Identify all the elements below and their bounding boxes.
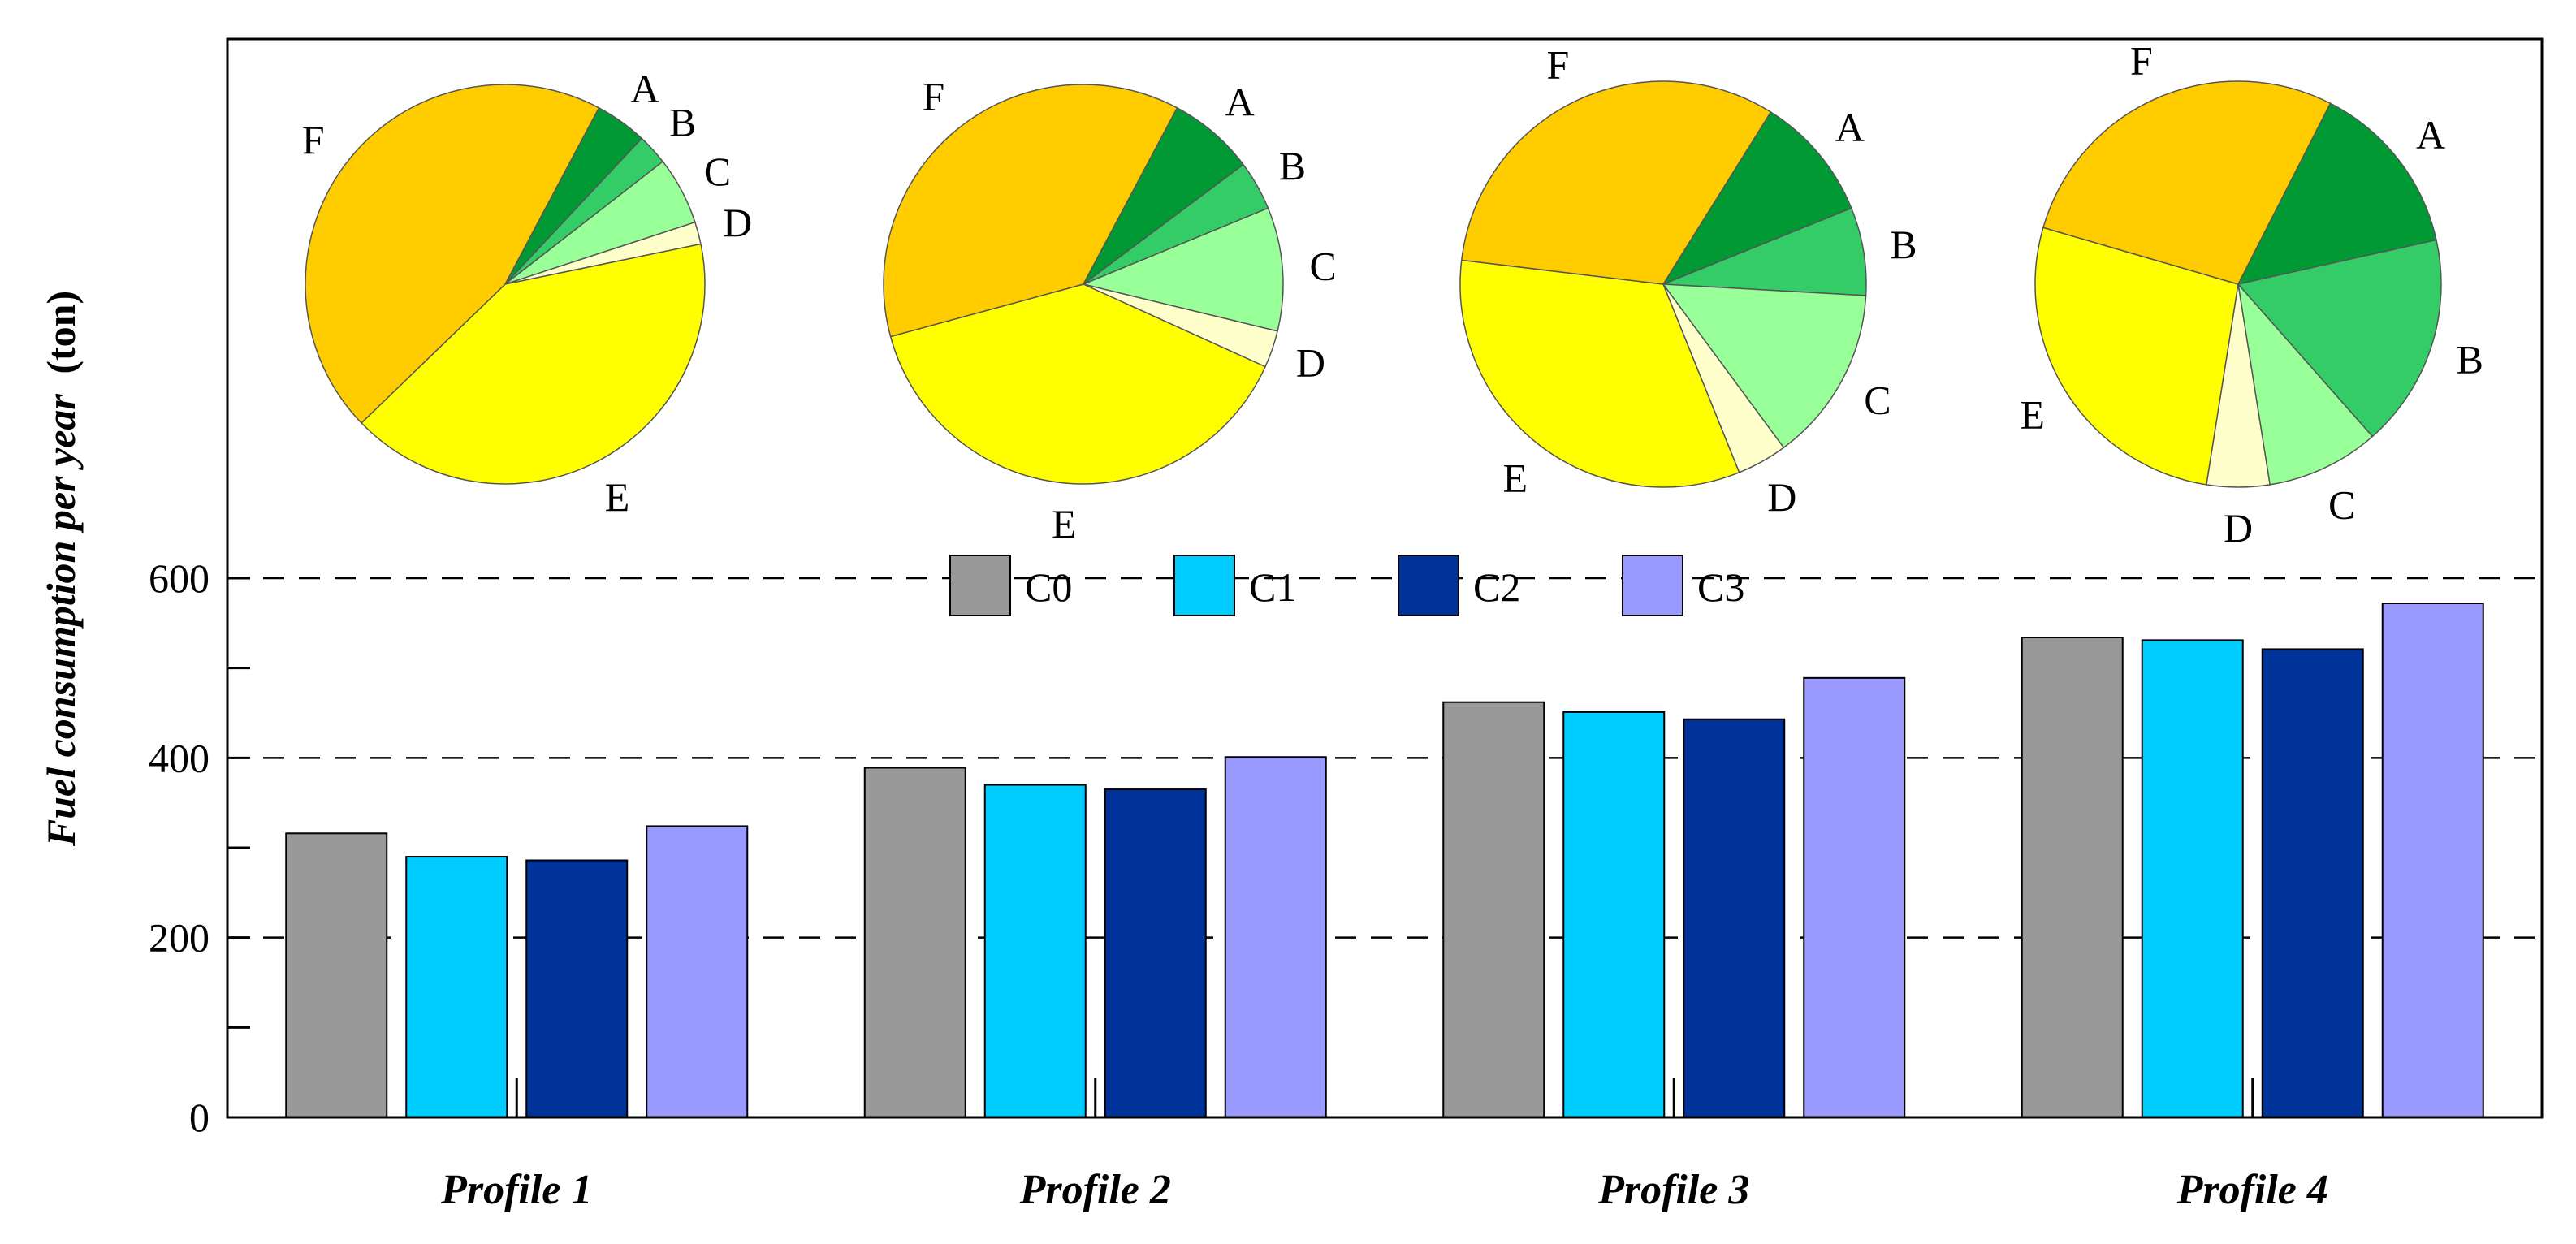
pie-2-slice-a <box>1083 106 1245 285</box>
pie-3-slice-b <box>1662 207 1867 296</box>
bar-c2-profile-4 <box>2261 648 2364 1118</box>
pie-2-label-a: A <box>1225 79 1255 124</box>
legend-label-c2: C2 <box>1473 564 1520 610</box>
pie-2-label-f: F <box>922 74 944 119</box>
pie-4-slice-a <box>2237 102 2437 286</box>
pie-3-label-a: A <box>1835 105 1865 150</box>
legend-label-c1: C1 <box>1249 564 1296 610</box>
pie-4-slice-b <box>2237 239 2442 438</box>
y-tick-label: 200 <box>149 915 210 961</box>
x-category-label: Profile 3 <box>1597 1167 1749 1213</box>
pie-1-label-b: B <box>669 99 696 145</box>
pie-2-slice-c <box>1081 207 1284 332</box>
pie-2-label-e: E <box>1052 501 1077 546</box>
pie-3-label-d: D <box>1767 474 1796 520</box>
pie-4-slice-c <box>2237 282 2374 486</box>
x-category-label: Profile 2 <box>1019 1167 1171 1213</box>
legend-label-c3: C3 <box>1697 564 1744 610</box>
pie-1-label-e: E <box>605 474 630 520</box>
bar-c1-profile-4 <box>2141 639 2244 1118</box>
legend-label-c0: C0 <box>1025 564 1072 610</box>
legend-swatch-c0 <box>949 555 1011 616</box>
pie-4-slice-f <box>2042 80 2332 285</box>
pie-3-slice-f <box>1460 80 1772 285</box>
grid-layer <box>227 577 2542 939</box>
pie-4-label-f: F <box>2130 38 2153 84</box>
pie-4-label-c: C <box>2328 482 2355 527</box>
pie-2-slice-e <box>889 283 1267 485</box>
bars-layer <box>285 602 2484 1119</box>
pie-2-label-d: D <box>1296 339 1325 385</box>
bar-c0-profile-4 <box>2021 637 2124 1118</box>
pie-2-label-c: C <box>1309 243 1336 288</box>
pie-4-label-a: A <box>2416 112 2445 158</box>
pie-1-slice-e <box>360 243 706 485</box>
y-axis-title-main: Fuel consumption per year <box>38 394 84 848</box>
bar-c3-profile-4 <box>2381 602 2484 1118</box>
pie-4-label-e: E <box>2020 392 2045 438</box>
pie-2-slice-f <box>883 84 1178 338</box>
y-tick-label: 600 <box>149 555 210 601</box>
pie-1-label-c: C <box>704 149 731 194</box>
bar-c2-profile-3 <box>1683 718 1786 1118</box>
pie-4: A B C D E F <box>2020 38 2483 551</box>
pie-3-slice-c <box>1662 283 1867 449</box>
pie-3-slice-a <box>1662 110 1852 286</box>
y-tick-label: 0 <box>189 1095 210 1140</box>
bar-c0-profile-1 <box>285 832 388 1118</box>
bar-c0-profile-2 <box>863 767 966 1118</box>
pie-4-label-b: B <box>2457 337 2483 382</box>
bar-c3-profile-2 <box>1224 756 1327 1119</box>
pie-1-label-d: D <box>723 200 752 245</box>
y-tick-label: 400 <box>149 735 210 780</box>
pie-3-slice-e <box>1459 259 1740 488</box>
bar-c1-profile-1 <box>405 856 508 1118</box>
pie-3-label-b: B <box>1890 222 1917 267</box>
pie-3: A B C D E F <box>1459 41 1917 520</box>
legend-swatch-c2 <box>1398 555 1459 616</box>
pie-2: AB C D E F <box>883 74 1337 546</box>
pie-1-label-f: F <box>302 117 325 162</box>
y-axis-title-unit: (ton) <box>38 291 84 374</box>
legend-swatch-c1 <box>1173 555 1235 616</box>
y-axis-title: Fuel consumption per year (ton) <box>38 291 84 847</box>
pie-2-label-b: B <box>1279 143 1306 188</box>
pie-4-label-d: D <box>2224 505 2253 551</box>
bar-c3-profile-1 <box>646 825 749 1118</box>
bar-c0-profile-3 <box>1442 701 1545 1118</box>
pie-4-slice-e <box>2034 227 2239 486</box>
pie-3-label-f: F <box>1546 41 1569 87</box>
x-category-label: Profile 1 <box>440 1167 592 1213</box>
pie-3-label-e: E <box>1503 455 1528 500</box>
bar-c1-profile-3 <box>1562 711 1666 1118</box>
legend-swatch-c3 <box>1622 555 1683 616</box>
pie-1-slice-f <box>305 84 600 424</box>
bar-c1-profile-2 <box>983 784 1087 1118</box>
legend: C0 C1 C2 C3 <box>949 555 1744 616</box>
bar-c2-profile-1 <box>525 859 629 1118</box>
pie-3-label-c: C <box>1864 378 1891 423</box>
x-categories-layer: Profile 1 Profile 2 Profile 3 Profile 4 <box>440 1078 2328 1213</box>
x-category-label: Profile 4 <box>2176 1167 2328 1213</box>
y-ticks-layer: 0 200 400 600 <box>149 555 250 1140</box>
bar-c3-profile-3 <box>1803 676 1906 1118</box>
bar-c2-profile-2 <box>1104 788 1207 1118</box>
pie-1-label-a: A <box>630 66 659 111</box>
